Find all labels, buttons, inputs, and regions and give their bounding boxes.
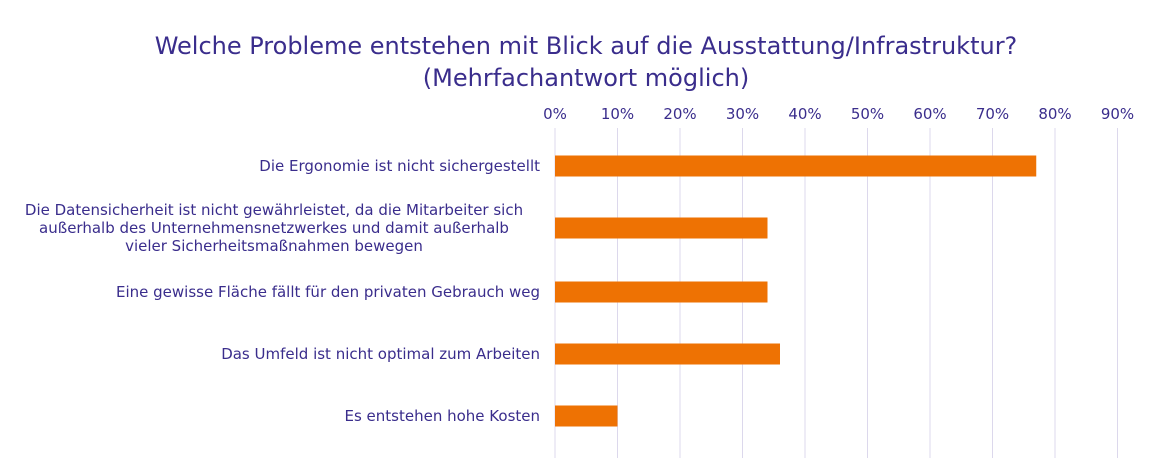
category-label-line: vieler Sicherheitsmaßnahmen bewegen (125, 237, 423, 255)
x-tick-label: 30% (726, 105, 759, 123)
chart-title: Welche Probleme entstehen mit Blick auf … (0, 30, 1172, 94)
chart-title-line-2: (Mehrfachantwort möglich) (422, 64, 750, 92)
category-label: Die Ergonomie ist nicht sichergestellt (259, 157, 540, 175)
category-label: Eine gewisse Fläche fällt für den privat… (116, 283, 540, 301)
category-label-line: Die Datensicherheit ist nicht gewährleis… (25, 201, 523, 219)
x-tick-label: 50% (851, 105, 884, 123)
category-label-line: Es entstehen hohe Kosten (345, 407, 541, 425)
category-label-line: außerhalb des Unternehmensnetzwerkes und… (39, 219, 509, 237)
bar (555, 155, 1037, 177)
x-tick-label: 90% (1101, 105, 1134, 123)
bar (555, 217, 768, 239)
x-tick-label: 60% (913, 105, 946, 123)
x-tick-label: 10% (601, 105, 634, 123)
bar (555, 281, 768, 303)
category-label: Die Datensicherheit ist nicht gewährleis… (25, 201, 523, 255)
bar (555, 343, 780, 365)
x-tick-label: 80% (1038, 105, 1071, 123)
category-label-line: Das Umfeld ist nicht optimal zum Arbeite… (221, 345, 540, 363)
x-tick-label: 20% (663, 105, 696, 123)
category-label-line: Die Ergonomie ist nicht sichergestellt (259, 157, 540, 175)
x-tick-label: 40% (788, 105, 821, 123)
bar (555, 405, 618, 427)
category-label: Es entstehen hohe Kosten (345, 407, 541, 425)
x-tick-label: 70% (976, 105, 1009, 123)
category-label: Das Umfeld ist nicht optimal zum Arbeite… (221, 345, 540, 363)
x-tick-label: 0% (543, 105, 567, 123)
chart-title-line-1: Welche Probleme entstehen mit Blick auf … (154, 32, 1018, 60)
category-label-line: Eine gewisse Fläche fällt für den privat… (116, 283, 540, 301)
